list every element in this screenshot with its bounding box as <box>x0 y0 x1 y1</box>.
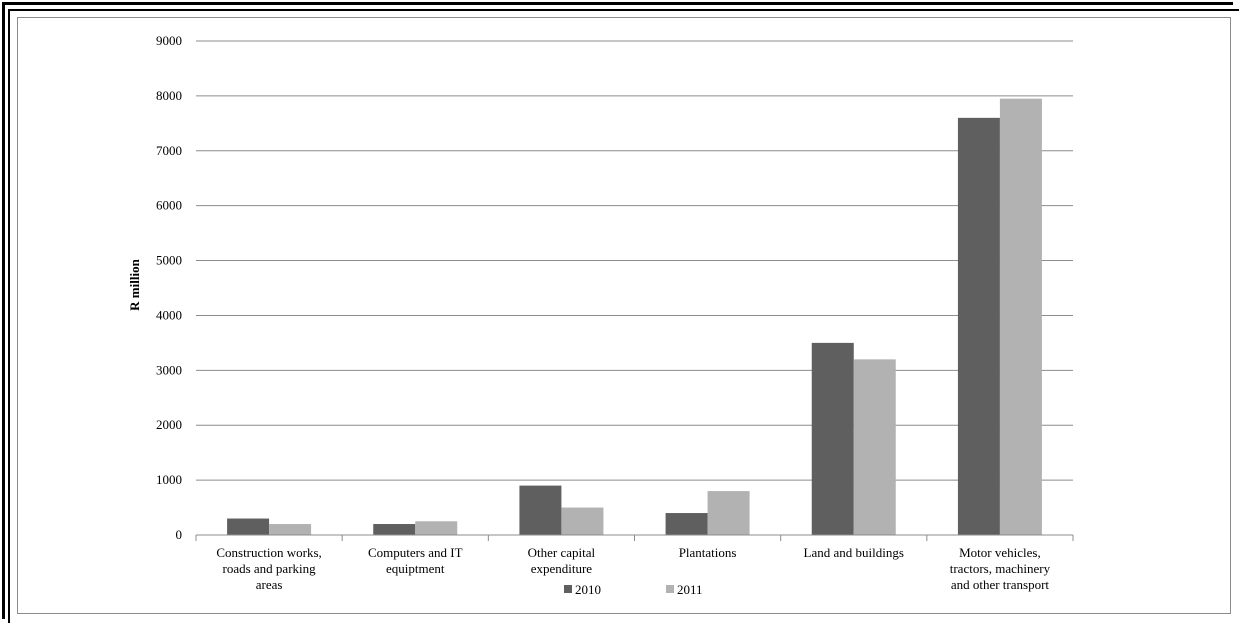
y-axis-ticks: 0 1000 2000 3000 4000 5000 6000 7000 8000 9000 <box>156 33 182 542</box>
y-tick-label: 3000 <box>156 362 182 377</box>
y-tick-label: 6000 <box>156 198 182 213</box>
bar-2011 <box>853 359 896 535</box>
category-label: Other capital expenditure <box>528 545 596 576</box>
y-tick-label: 1000 <box>156 472 182 487</box>
bar-2011 <box>707 491 750 535</box>
legend-label-2010: 2010 <box>575 582 601 597</box>
category-labels: Construction works, roads and parking area… <box>216 545 1050 592</box>
bar-2011 <box>999 98 1042 535</box>
category-label: Plantations <box>679 545 737 560</box>
category-label: Computers and IT equiptment <box>368 545 463 576</box>
y-tick-label: 8000 <box>156 88 182 103</box>
y-tick-label: 0 <box>176 527 183 542</box>
legend-swatch-2010 <box>564 585 572 593</box>
y-tick-label: 5000 <box>156 253 182 268</box>
y-tick-label: 7000 <box>156 143 182 158</box>
frame-top-line <box>10 9 1239 11</box>
bar-2011 <box>269 524 312 535</box>
bar-2011 <box>561 507 604 535</box>
legend-swatch-2011 <box>666 585 674 593</box>
bars <box>227 98 1042 535</box>
x-axis <box>195 534 1074 541</box>
category-label: Construction works, roads and parking area… <box>216 545 321 592</box>
bar-2011 <box>415 521 458 535</box>
category-label: Land and buildings <box>804 545 904 560</box>
bar-2010 <box>811 342 854 535</box>
gridlines <box>196 40 1073 481</box>
y-tick-label: 4000 <box>156 307 182 322</box>
y-axis-label: R million <box>127 258 142 310</box>
bar-2010 <box>665 513 708 535</box>
frame-left-line <box>8 9 10 623</box>
bar-2010 <box>957 117 1000 535</box>
legend: 2010 2011 <box>564 582 703 597</box>
bar-2010 <box>373 524 416 535</box>
legend-label-2011: 2011 <box>677 582 703 597</box>
bar-2010 <box>519 485 562 535</box>
category-label: Motor vehicles, tractors, machinery and ot… <box>950 545 1051 592</box>
y-tick-label: 9000 <box>156 33 182 48</box>
bar-2010 <box>227 518 270 535</box>
y-tick-label: 2000 <box>156 417 182 432</box>
chart-area-border <box>17 17 1231 614</box>
